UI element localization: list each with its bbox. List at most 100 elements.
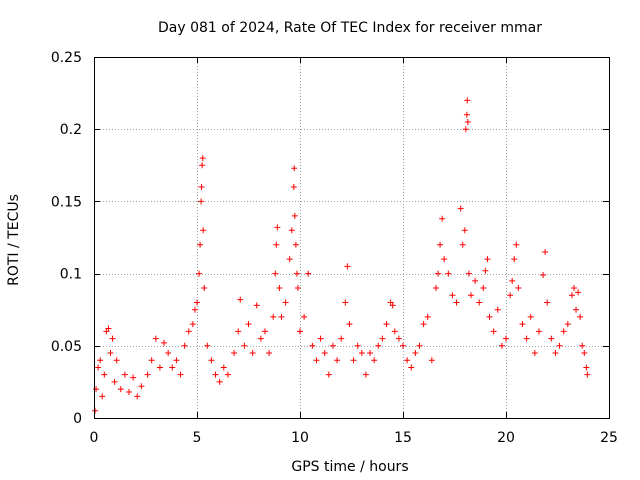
data-point <box>208 357 215 364</box>
data-point <box>297 328 303 335</box>
data-point <box>126 389 133 396</box>
data-point <box>290 183 297 190</box>
data-point <box>282 299 289 306</box>
data-point <box>261 328 268 335</box>
data-point <box>515 285 522 292</box>
data-point <box>148 357 155 364</box>
data-point <box>291 165 298 172</box>
y-tick-label: 0.15 <box>51 194 82 210</box>
data-point <box>584 371 591 378</box>
data-point <box>408 364 415 371</box>
data-point <box>173 357 180 364</box>
x-tick-label: 0 <box>90 430 99 446</box>
plot-frame <box>94 57 610 419</box>
data-point <box>346 321 353 328</box>
chart-title: Day 081 of 2024, Rate Of TEC Index for r… <box>158 20 542 36</box>
data-point <box>235 328 242 335</box>
data-point <box>165 350 172 357</box>
y-tick-label: 0.1 <box>60 267 82 283</box>
data-point <box>375 342 382 349</box>
data-point <box>95 364 102 371</box>
data-point <box>453 299 460 306</box>
data-point <box>461 227 468 234</box>
data-point <box>231 350 238 357</box>
data-point <box>484 256 491 263</box>
data-point <box>531 350 538 357</box>
data-point <box>544 299 551 306</box>
x-axis-label: GPS time / hours <box>291 459 408 475</box>
data-point <box>113 357 120 364</box>
data-point <box>400 342 406 349</box>
data-point <box>99 393 106 400</box>
data-point <box>313 357 320 364</box>
data-point <box>511 256 518 263</box>
data-point <box>420 321 427 328</box>
data-point <box>556 342 563 349</box>
x-tick-label: 25 <box>600 430 618 446</box>
x-tick-label: 20 <box>497 430 515 446</box>
data-point <box>498 342 505 349</box>
data-point <box>305 270 312 277</box>
data-point <box>292 241 299 248</box>
data-point <box>111 378 118 385</box>
data-point <box>204 342 211 349</box>
data-point <box>105 325 112 332</box>
data-point <box>196 270 203 277</box>
data-point <box>435 270 442 277</box>
data-point <box>200 227 207 234</box>
x-tick-label: 10 <box>291 430 309 446</box>
data-point <box>93 386 100 393</box>
data-point <box>291 212 298 219</box>
data-point <box>523 335 530 342</box>
data-point <box>201 285 208 292</box>
data-point <box>181 342 188 349</box>
data-point <box>464 118 471 125</box>
grid-lines <box>94 57 609 418</box>
data-point <box>568 292 575 299</box>
y-tick-label: 0.05 <box>51 339 82 355</box>
data-point <box>457 205 464 212</box>
data-point <box>161 339 168 346</box>
data-point <box>245 321 252 328</box>
data-point <box>107 350 114 357</box>
data-point <box>257 335 264 342</box>
data-point <box>391 328 398 335</box>
data-point <box>432 285 439 292</box>
data-point <box>358 350 365 357</box>
data-point <box>540 272 547 279</box>
data-point <box>189 321 196 328</box>
data-point <box>552 350 559 357</box>
data-point <box>266 350 273 357</box>
data-point <box>503 335 509 342</box>
data-point <box>428 357 435 364</box>
axis-ticks <box>94 57 610 419</box>
data-point <box>581 350 588 357</box>
data-point <box>395 335 402 342</box>
data-point <box>513 241 520 248</box>
data-point <box>198 183 205 190</box>
data-point <box>237 296 244 303</box>
y-tick-label: 0.2 <box>60 122 82 138</box>
data-point <box>437 241 444 248</box>
data-point <box>199 155 206 162</box>
data-point <box>216 378 223 385</box>
data-point <box>535 328 542 335</box>
data-point <box>542 248 549 255</box>
data-point <box>439 215 446 222</box>
data-point <box>185 328 192 335</box>
y-tick-label: 0 <box>73 411 82 427</box>
data-point <box>560 328 567 335</box>
data-point <box>583 364 590 371</box>
y-axis-label: ROTI / TECUs <box>6 194 22 286</box>
data-point <box>272 270 279 277</box>
data-point <box>441 256 448 263</box>
data-point <box>338 335 345 342</box>
data-point <box>482 267 489 274</box>
data-point <box>92 407 99 414</box>
data-point <box>270 313 277 320</box>
data-point <box>416 342 423 349</box>
data-point <box>367 350 374 357</box>
data-point <box>321 350 328 357</box>
data-point <box>509 277 516 284</box>
data-point <box>220 364 227 371</box>
